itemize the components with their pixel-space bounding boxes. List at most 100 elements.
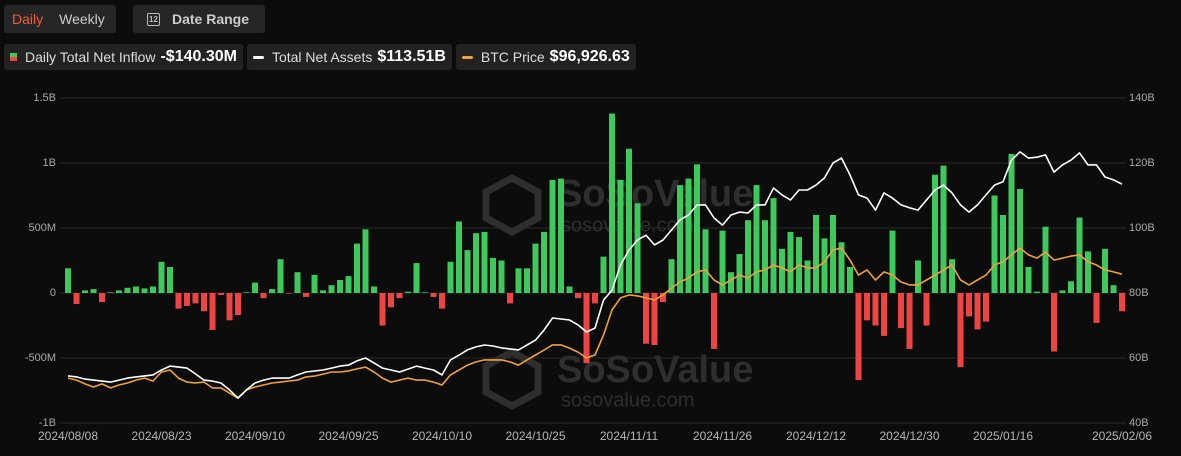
x-tick-label: 2024/10/10 bbox=[412, 429, 472, 443]
bar bbox=[439, 293, 445, 309]
bar bbox=[864, 293, 870, 321]
date-range-button[interactable]: 12 Date Range bbox=[133, 5, 265, 33]
bar bbox=[532, 243, 539, 293]
bar bbox=[1051, 293, 1057, 352]
bar bbox=[209, 293, 216, 331]
bar bbox=[660, 293, 666, 303]
bar bbox=[116, 290, 122, 293]
bar bbox=[515, 268, 522, 293]
bar bbox=[524, 268, 530, 293]
bar bbox=[286, 293, 292, 294]
y2-tick-label: 100B bbox=[1129, 222, 1155, 234]
bar bbox=[983, 293, 989, 322]
bar bbox=[320, 290, 326, 293]
bar bbox=[889, 230, 896, 293]
bar bbox=[507, 293, 513, 304]
bar bbox=[82, 290, 88, 293]
legend-item[interactable]: Total Net Assets $113.51B bbox=[246, 44, 452, 70]
bar bbox=[192, 293, 199, 304]
date-range-label: Date Range bbox=[172, 11, 250, 27]
bar bbox=[107, 292, 114, 293]
line bbox=[67, 151, 1123, 399]
x-tick-label: 2024/11/26 bbox=[693, 429, 752, 443]
bar bbox=[99, 293, 105, 303]
bar bbox=[303, 293, 309, 297]
bar bbox=[184, 293, 190, 306]
bar bbox=[447, 261, 454, 293]
bar bbox=[745, 220, 751, 293]
bar bbox=[396, 293, 403, 299]
bar bbox=[1017, 189, 1023, 293]
bar bbox=[719, 230, 726, 293]
legend-item[interactable]: BTC Price $96,926.63 bbox=[455, 44, 636, 70]
bar bbox=[1085, 251, 1091, 293]
calendar-icon: 12 bbox=[147, 12, 160, 26]
bar bbox=[949, 259, 955, 293]
y2-tick-label: 40B bbox=[1129, 417, 1149, 429]
x-tick-label: 2024/08/23 bbox=[131, 429, 191, 443]
x-tick-label: 2025/02/06 bbox=[1092, 429, 1152, 443]
bar bbox=[898, 293, 904, 329]
bar bbox=[592, 293, 598, 304]
bar bbox=[677, 185, 683, 293]
tab-weekly[interactable]: Weekly bbox=[59, 11, 105, 27]
tab-daily[interactable]: Daily bbox=[12, 11, 44, 27]
bar bbox=[966, 293, 972, 317]
legend-swatch bbox=[10, 53, 17, 61]
y-tick-label: 500M bbox=[28, 222, 56, 234]
bar bbox=[337, 280, 343, 293]
bar bbox=[1000, 215, 1006, 293]
bar bbox=[1008, 153, 1015, 293]
bar bbox=[371, 286, 377, 293]
bar bbox=[906, 293, 913, 349]
bar bbox=[651, 293, 658, 345]
y-tick-label: 0 bbox=[50, 287, 56, 299]
bar bbox=[549, 179, 556, 293]
bar bbox=[813, 215, 819, 293]
bar bbox=[1102, 248, 1108, 293]
bar bbox=[354, 243, 360, 293]
y-tick-label: 1B bbox=[43, 157, 56, 169]
bar bbox=[643, 293, 649, 344]
bar bbox=[1059, 290, 1066, 293]
y-tick-label: -1B bbox=[39, 417, 56, 429]
bar bbox=[413, 263, 420, 293]
bar bbox=[566, 286, 573, 293]
bar bbox=[90, 289, 97, 293]
bar bbox=[830, 215, 836, 293]
bar bbox=[753, 185, 760, 293]
bar bbox=[167, 267, 173, 293]
bar bbox=[1042, 226, 1049, 293]
bar bbox=[855, 293, 862, 381]
legend-value: $96,926.63 bbox=[549, 48, 630, 65]
x-tick-label: 2024/09/10 bbox=[225, 429, 285, 443]
legend-name: Total Net Assets bbox=[271, 49, 373, 65]
legend-name: Daily Total Net Inflow bbox=[25, 49, 156, 65]
bar bbox=[668, 259, 675, 293]
bar bbox=[736, 254, 743, 293]
bar bbox=[388, 293, 394, 308]
bar bbox=[762, 220, 768, 293]
bar bbox=[473, 233, 479, 293]
legend-value: $113.51B bbox=[377, 48, 446, 65]
bar bbox=[277, 259, 284, 293]
bar bbox=[311, 274, 318, 293]
bar bbox=[150, 286, 156, 293]
legend-item[interactable]: Daily Total Net Inflow -$140.30M bbox=[4, 44, 243, 70]
bar bbox=[770, 198, 777, 293]
bar bbox=[728, 272, 734, 293]
bar bbox=[362, 229, 369, 293]
period-tabs: Daily Weekly bbox=[4, 5, 116, 33]
bar bbox=[872, 293, 879, 326]
y-tick-label: -500M bbox=[25, 352, 56, 364]
bar bbox=[609, 113, 615, 293]
bar bbox=[541, 231, 547, 293]
bar bbox=[821, 238, 828, 293]
bar bbox=[634, 203, 641, 293]
bar bbox=[694, 164, 700, 293]
bar bbox=[1025, 267, 1032, 293]
bar bbox=[158, 261, 165, 293]
bar bbox=[422, 292, 428, 293]
